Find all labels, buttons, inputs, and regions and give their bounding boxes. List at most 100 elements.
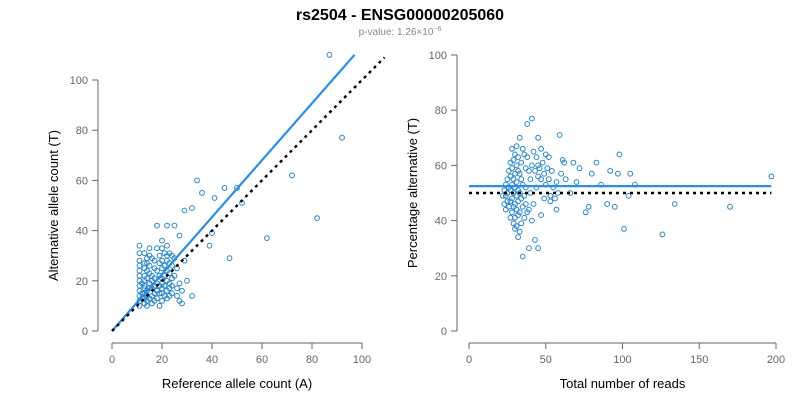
data-point (509, 209, 515, 216)
data-point (545, 176, 552, 183)
data-point (516, 228, 523, 235)
data-point (211, 195, 218, 201)
data-point (154, 295, 160, 302)
data-point (576, 165, 583, 172)
data-point (161, 282, 168, 289)
data-point (555, 190, 561, 196)
data-point (538, 176, 544, 183)
x-tick-label: 100 (613, 354, 631, 366)
data-point (616, 151, 623, 158)
data-point (176, 232, 183, 239)
data-point (513, 179, 520, 185)
data-point (552, 195, 558, 202)
data-point (506, 203, 512, 210)
y-tick-label: 60 (435, 160, 447, 172)
data-point (171, 222, 178, 229)
p-value-text: p-value: 1.26×10 (359, 27, 434, 38)
data-point (556, 132, 563, 138)
data-point (544, 165, 551, 172)
data-point (174, 285, 180, 292)
data-point (582, 209, 589, 216)
data-point (515, 234, 521, 241)
reference-line (111, 56, 386, 332)
data-point (136, 267, 143, 274)
data-point (166, 270, 173, 277)
data-point (659, 231, 666, 238)
data-point (521, 151, 528, 158)
data-point (529, 162, 535, 169)
y-tick-label: 100 (429, 50, 447, 62)
data-point (604, 201, 610, 207)
data-point (532, 168, 538, 174)
data-point (154, 245, 160, 252)
data-point (169, 282, 175, 289)
data-point (547, 198, 554, 205)
data-point (171, 272, 178, 279)
data-point (164, 242, 170, 249)
data-point (507, 173, 514, 180)
data-point (510, 220, 517, 227)
data-point (507, 198, 514, 205)
data-point (527, 176, 534, 183)
data-point (226, 255, 233, 262)
data-point (621, 226, 627, 232)
data-point (513, 162, 520, 169)
data-point (156, 290, 163, 297)
data-point (156, 252, 163, 259)
data-point (535, 134, 541, 141)
data-point (149, 255, 155, 262)
data-point (535, 162, 541, 169)
data-point (553, 179, 560, 185)
data-point (541, 195, 548, 202)
panel-2: 0 50 100 150 200 0 20 40 60 80 100 Total number of … (405, 50, 785, 391)
data-point (510, 157, 517, 163)
data-point (206, 242, 213, 249)
y-tick-label: 60 (76, 175, 88, 187)
data-point (671, 201, 678, 207)
data-point (519, 145, 526, 152)
data-point (136, 272, 143, 279)
data-point (169, 290, 175, 297)
data-point (144, 275, 150, 282)
data-point (768, 173, 775, 180)
y-tick-label: 40 (76, 226, 88, 238)
p-value-exponent: −6 (433, 26, 441, 33)
x-tick-label: 20 (156, 354, 168, 366)
data-point (558, 170, 564, 177)
data-point (146, 285, 153, 292)
data-point (562, 176, 569, 183)
fit-line (111, 54, 356, 332)
data-point (521, 214, 528, 221)
x-axis-label: Total number of reads (560, 376, 686, 391)
data-point (549, 168, 555, 174)
data-point (161, 262, 168, 269)
data-point (553, 206, 560, 213)
y-axis-label: Alternative allele count (T) (46, 130, 61, 281)
data-point (519, 203, 526, 210)
data-point (159, 245, 165, 252)
data-point (513, 143, 520, 150)
data-point (154, 222, 160, 229)
data-point (515, 198, 521, 205)
data-point (314, 215, 320, 222)
data-point (625, 192, 632, 199)
data-point (159, 237, 165, 244)
x-tick-label: 200 (767, 354, 785, 366)
y-tick-label: 80 (435, 105, 447, 117)
data-point (189, 205, 195, 211)
y-tick-label: 40 (435, 216, 447, 228)
data-point (538, 212, 544, 219)
data-point (136, 262, 143, 269)
data-point (339, 134, 345, 141)
x-tick-label: 0 (466, 354, 472, 366)
chart-title: rs2504 - ENSG00000205060 (296, 7, 504, 24)
data-point (501, 201, 508, 207)
data-point (530, 201, 537, 207)
data-point (502, 206, 509, 213)
data-point (507, 159, 514, 166)
x-tick-label: 0 (109, 354, 115, 366)
data-point (536, 165, 543, 172)
data-point (524, 154, 531, 161)
data-point (181, 207, 188, 214)
data-point (504, 176, 511, 183)
